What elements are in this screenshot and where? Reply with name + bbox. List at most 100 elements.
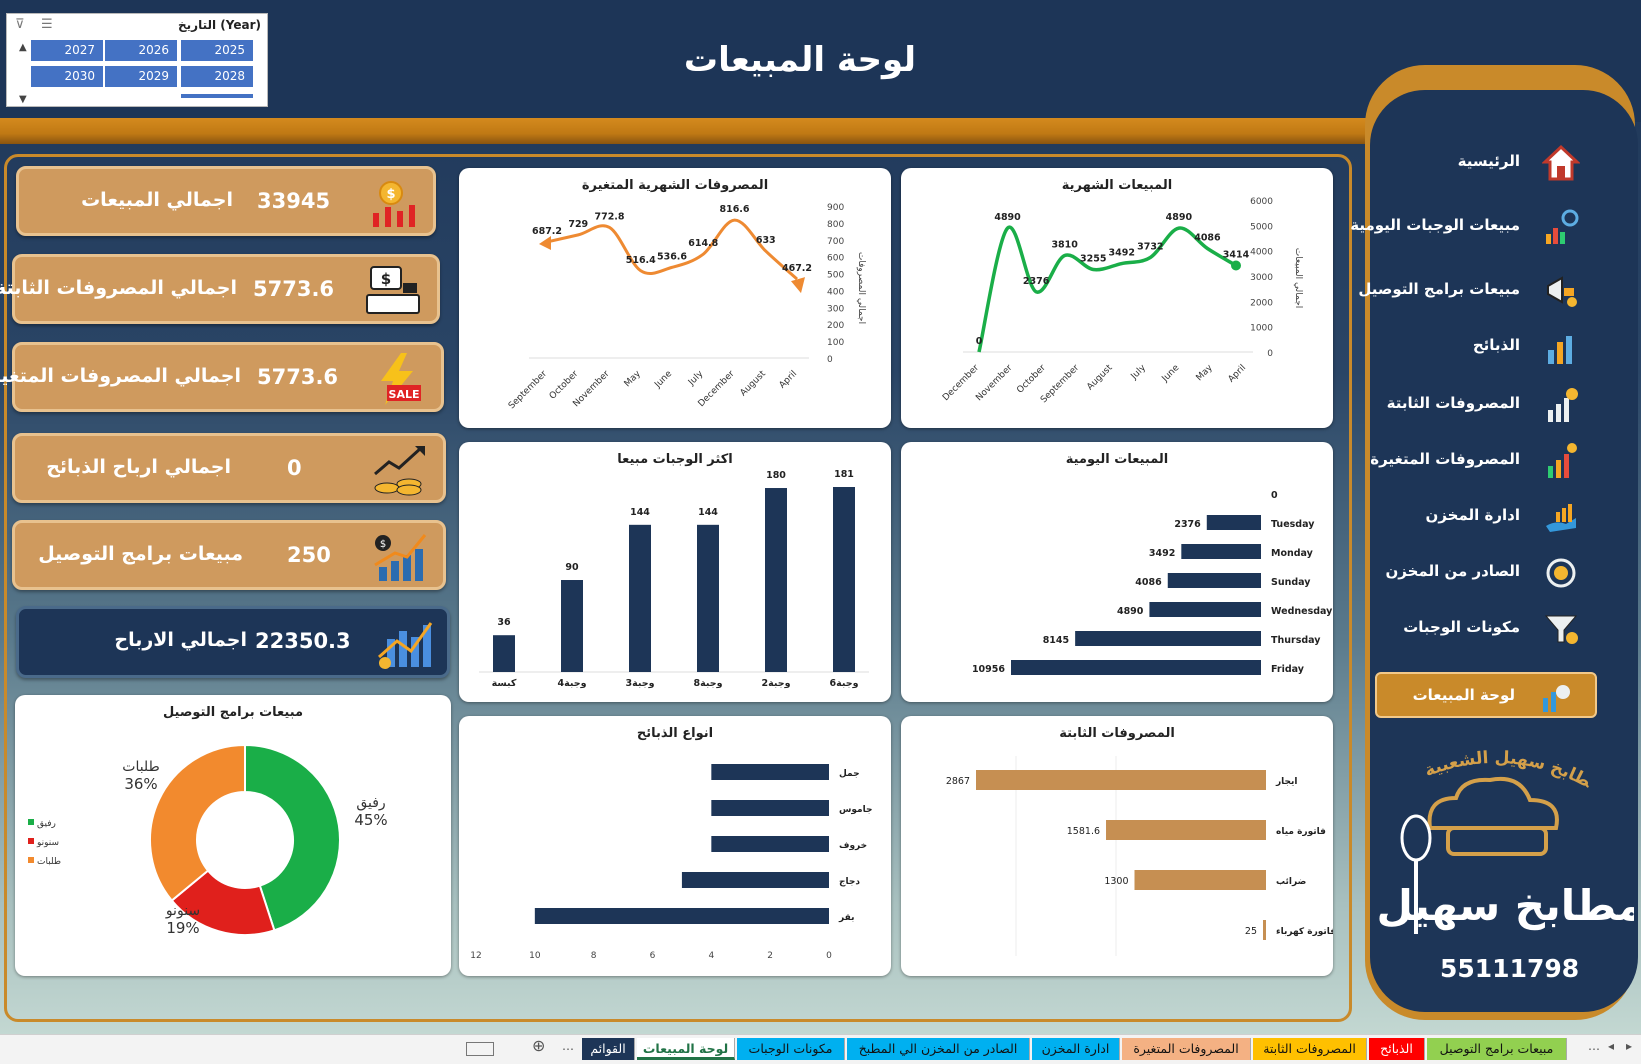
x-tick-label: June xyxy=(652,369,674,391)
scroll-up-icon[interactable]: ▲ xyxy=(19,42,27,53)
bar xyxy=(629,524,651,672)
cycle-coin-icon xyxy=(1546,558,1576,588)
chart-title: مبيعات برامج التوصيل xyxy=(162,705,304,720)
chart-variable-expenses: المصروفات الشهرية المتغيرة 0 100 200 300 400… xyxy=(459,168,891,428)
y-tick-label: جاموس xyxy=(839,805,873,815)
y-tick-label: 5000 xyxy=(1250,222,1273,232)
x-tick-label: 12 xyxy=(470,951,481,961)
bar xyxy=(976,770,1266,790)
kpi-label: اجمالي المصروفات الثابتة xyxy=(0,277,237,299)
data-label: 614.8 xyxy=(688,238,718,249)
add-sheet-icon[interactable]: ⊕ xyxy=(532,1036,546,1055)
y-tick-label: 1000 xyxy=(1250,324,1273,334)
logo-main-text: مطابخ سهيل xyxy=(1376,881,1634,931)
nav-item-daily-meal-sales[interactable]: مبيعات الوجبات اليومية xyxy=(1350,204,1600,250)
clear-filter-icon[interactable]: ⊽ xyxy=(15,17,25,32)
nav-item-inventory-out[interactable]: الصادر من المخزن xyxy=(1380,550,1600,596)
y-tick-label: ضرائب xyxy=(1276,877,1306,887)
tab-scroll-right-icon[interactable]: ▸ xyxy=(1626,1039,1633,1053)
legend-swatch xyxy=(28,819,34,825)
home-icon xyxy=(1542,144,1580,181)
nav-panel xyxy=(1370,90,1638,1012)
svg-text:مطابخ سهيل الشعبية: مطابخ سهيل الشعبية xyxy=(1370,734,1595,792)
tab-delivery-sales[interactable]: مبيعات برامج التوصيل xyxy=(1427,1038,1567,1060)
data-label: 0 xyxy=(976,336,983,347)
bar xyxy=(681,872,829,888)
nav-item-inventory[interactable]: ادارة المخزن xyxy=(1380,494,1600,540)
y-tick-label: Wednesday xyxy=(1271,606,1333,617)
chart-daily-sales: المبيعات اليومية 0 2376 Tuesday 3492 Monday 4… xyxy=(901,442,1333,702)
nav-item-fixed-expenses[interactable]: المصروفات الثابتة xyxy=(1380,382,1600,428)
x-tick-label: May xyxy=(1195,363,1216,384)
tab-slaughter[interactable]: الذبائح xyxy=(1369,1038,1425,1060)
slicer-item[interactable]: 2025 xyxy=(181,40,253,61)
slicer-item[interactable]: 2026 xyxy=(105,40,177,61)
profit-chart-icon xyxy=(378,622,433,669)
kpi-label: اجمالي المبيعات xyxy=(81,189,233,211)
header-accent-bar xyxy=(0,118,1380,144)
sheet-list-icon[interactable] xyxy=(466,1042,494,1056)
multi-select-icon[interactable]: ☰ xyxy=(41,17,53,32)
data-label: 687.2 xyxy=(532,226,562,237)
nav-item-delivery-sales[interactable]: مبيعات برامج التوصيل xyxy=(1358,268,1600,314)
tab-lists[interactable]: القوائم xyxy=(582,1038,635,1060)
y-axis-label: اجمالي المبيعات xyxy=(1293,248,1303,309)
bar-chart-icon xyxy=(1548,336,1572,364)
nav-label: ادارة المخزن xyxy=(1425,506,1520,524)
x-tick-label: وجبة2 xyxy=(761,678,790,689)
x-tick-label: September xyxy=(507,369,549,411)
x-tick-label: وجبة8 xyxy=(693,678,722,689)
y-tick-label: Monday xyxy=(1271,548,1314,559)
kpi-value: 5773.6 xyxy=(253,277,335,301)
tabs-more-left-icon[interactable]: … xyxy=(562,1039,574,1053)
slaughter-types-svg: جمل جاموس خروف دجاج بقر 12 10 8 6 4 2 0 xyxy=(470,764,873,961)
coins-chart-icon xyxy=(1548,388,1578,422)
data-label: 3492 xyxy=(1109,248,1135,259)
kpi-total-profit: اجمالي الارباح 22350.3 xyxy=(16,606,450,678)
nav-item-slaughter[interactable]: الذبائح xyxy=(1380,324,1600,370)
sales-coin-icon: $ xyxy=(373,181,415,227)
nav-item-variable-expenses[interactable]: المصروفات المتغيرة xyxy=(1370,438,1600,484)
x-tick-label: June xyxy=(1160,363,1182,385)
tab-sales-dashboard[interactable]: لوحة المبيعات xyxy=(637,1038,735,1060)
slicer-item-partial[interactable] xyxy=(181,94,253,98)
tab-inventory-out[interactable]: الصادر من المخزن الي المطبخ xyxy=(847,1038,1030,1060)
line-end-arrow xyxy=(791,277,805,294)
slicer-item[interactable]: 2030 xyxy=(31,66,103,87)
data-label: 3810 xyxy=(1051,239,1078,250)
tab-scroll-left-icon[interactable]: ◂ xyxy=(1608,1039,1615,1053)
kpi-slaughter-profit: اجمالي ارباح الذبائح 0 xyxy=(12,433,446,503)
nav-label: الرئيسية xyxy=(1457,152,1520,170)
tab-variable-expenses[interactable]: المصروفات المتغيرة xyxy=(1122,1038,1251,1060)
main-frame xyxy=(4,154,1352,1022)
slicer-item[interactable]: 2028 xyxy=(181,66,253,87)
data-label: 1300 xyxy=(1104,876,1128,887)
hand-chart-icon xyxy=(1546,504,1576,532)
tab-fixed-expenses[interactable]: المصروفات الثابتة xyxy=(1253,1038,1367,1060)
nav-item-meal-components[interactable]: مكونات الوجبات xyxy=(1380,606,1600,652)
bar xyxy=(493,635,515,672)
legend-label: رفيق xyxy=(37,819,56,829)
x-tick-label: كبسة xyxy=(492,678,517,689)
kpi-label: مبيعات برامج التوصيل xyxy=(38,543,243,565)
tab-meal-components[interactable]: مكونات الوجبات xyxy=(737,1038,845,1060)
tab-inventory[interactable]: ادارة المخزن xyxy=(1032,1038,1120,1060)
line-end-point xyxy=(1231,260,1241,271)
slicer-item[interactable]: 2029 xyxy=(105,66,177,87)
y-tick-label: 0 xyxy=(1267,349,1273,359)
y-tick-label: ايجار xyxy=(1275,777,1298,787)
scroll-down-icon[interactable]: ▼ xyxy=(19,94,27,105)
page-title: لوحة المبيعات xyxy=(683,40,917,80)
slice-name-label: سنونو xyxy=(165,903,200,919)
bar xyxy=(711,764,829,780)
tabs-more-icon[interactable]: … xyxy=(1588,1039,1600,1053)
data-label: 144 xyxy=(698,507,718,518)
slicer-item[interactable]: 2027 xyxy=(31,40,103,61)
bar xyxy=(1149,602,1261,617)
nav-item-sales-dashboard[interactable]: لوحة المبيعات xyxy=(1375,672,1597,718)
nav-item-home[interactable]: الرئيسية xyxy=(1380,140,1600,186)
year-slicer[interactable]: ⊽ ☰ التاريخ (Year) ▲ ▼ 2025 2026 2027 20… xyxy=(6,13,268,107)
data-label: 3414 xyxy=(1223,250,1250,261)
kpi-label: اجمالي المصروفات المتغيرة xyxy=(0,365,241,387)
legend-label: طلبات xyxy=(37,857,61,867)
